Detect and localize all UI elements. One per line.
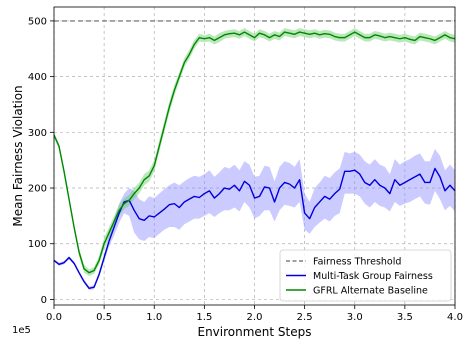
y-axis-ticks: 0 100 200 300 400 500 xyxy=(28,16,54,306)
legend-box xyxy=(279,249,452,302)
y-tick-label: 100 xyxy=(28,239,47,250)
legend-label: Multi-Task Group Fairness xyxy=(313,271,433,282)
y-axis-label: Mean Fairness Violation xyxy=(11,85,25,226)
x-axis-label: Environment Steps xyxy=(197,325,311,339)
x-tick-label: 1.0 xyxy=(146,312,162,323)
y-tick-label: 500 xyxy=(28,16,47,27)
series-line-1 xyxy=(53,167,456,289)
series-band-1 xyxy=(54,149,455,290)
x-tick-label: 2.5 xyxy=(297,312,313,323)
x-axis-offset-label: 1e5 xyxy=(12,325,31,336)
x-tick-label: 3.5 xyxy=(397,312,413,323)
confidence-bands xyxy=(54,28,455,290)
x-tick-label: 2.0 xyxy=(247,312,263,323)
series-lines xyxy=(53,31,456,289)
x-tick-label: 0.5 xyxy=(96,312,112,323)
x-tick-label: 4.0 xyxy=(447,312,463,323)
series-line-2 xyxy=(53,31,456,274)
y-tick-label: 400 xyxy=(28,72,47,83)
x-tick-label: 1.5 xyxy=(196,312,212,323)
y-tick-label: 300 xyxy=(28,128,47,139)
y-tick-label: 0 xyxy=(41,295,47,306)
x-tick-label: 0.0 xyxy=(46,312,62,323)
y-tick-label: 200 xyxy=(28,184,47,195)
legend-label: Fairness Threshold xyxy=(313,257,401,268)
legend-label: GFRL Alternate Baseline xyxy=(313,286,428,297)
x-tick-label: 3.0 xyxy=(347,312,363,323)
legend: Fairness Threshold Multi-Task Group Fairn… xyxy=(279,249,452,302)
x-axis-ticks: 0.0 0.5 1.0 1.5 2.0 2.5 3.0 3.5 4.0 xyxy=(46,305,463,323)
